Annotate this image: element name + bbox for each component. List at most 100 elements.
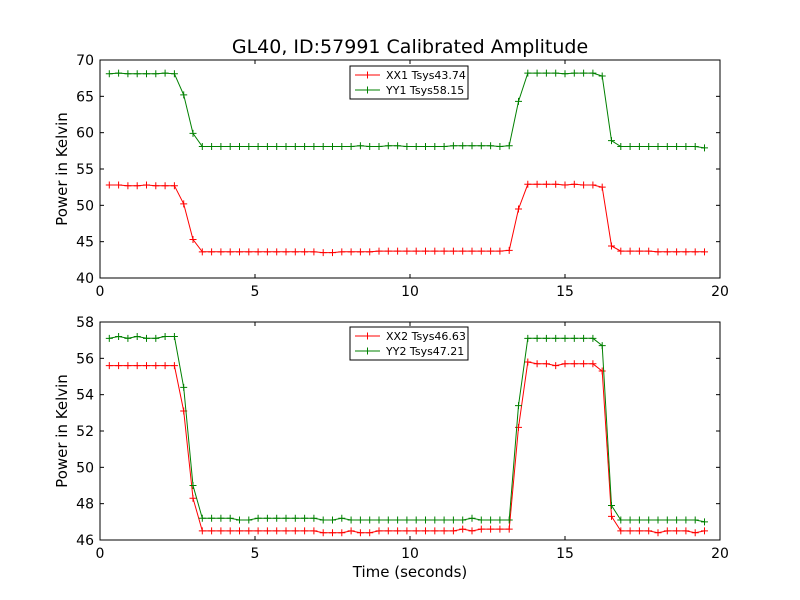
data-point bbox=[542, 180, 550, 188]
data-point bbox=[282, 527, 290, 535]
data-point bbox=[515, 402, 522, 410]
data-point bbox=[570, 180, 578, 188]
x-axis-label: Time (seconds) bbox=[352, 563, 468, 581]
y-tick-label: 65 bbox=[76, 89, 94, 105]
data-point bbox=[422, 527, 429, 535]
legend-entry: YY2 Tsys47.21 bbox=[385, 345, 464, 358]
data-point bbox=[217, 514, 225, 522]
data-point bbox=[366, 248, 374, 256]
data-point bbox=[598, 342, 606, 350]
data-point bbox=[645, 516, 653, 524]
data-point bbox=[208, 527, 216, 535]
data-point bbox=[617, 247, 625, 255]
data-point bbox=[143, 362, 150, 370]
data-point bbox=[124, 70, 132, 78]
data-point bbox=[384, 247, 392, 255]
data-point bbox=[589, 360, 597, 368]
data-point bbox=[515, 205, 522, 213]
data-point bbox=[515, 423, 522, 431]
data-point bbox=[449, 516, 457, 524]
data-point bbox=[608, 501, 615, 509]
data-point bbox=[542, 360, 550, 368]
data-point bbox=[124, 334, 132, 342]
data-point bbox=[701, 144, 708, 152]
data-point bbox=[226, 527, 234, 535]
data-point bbox=[533, 180, 541, 188]
data-point bbox=[273, 142, 281, 150]
data-point bbox=[124, 182, 132, 190]
data-point bbox=[635, 142, 643, 150]
data-point bbox=[301, 527, 309, 535]
data-point bbox=[245, 142, 253, 150]
data-point bbox=[412, 527, 420, 535]
data-point bbox=[115, 362, 123, 370]
data-point bbox=[226, 248, 234, 256]
x-tick-label: 15 bbox=[556, 284, 574, 300]
data-point bbox=[180, 383, 188, 391]
data-point bbox=[236, 248, 243, 256]
data-point bbox=[301, 248, 309, 256]
data-point bbox=[180, 200, 188, 208]
data-point bbox=[198, 142, 206, 150]
data-point bbox=[236, 516, 243, 524]
data-point bbox=[459, 247, 467, 255]
data-point bbox=[282, 142, 290, 150]
x-tick-label: 10 bbox=[401, 284, 419, 300]
x-tick-label: 0 bbox=[96, 546, 105, 562]
data-point bbox=[552, 334, 560, 342]
data-point bbox=[384, 527, 392, 535]
data-point bbox=[208, 142, 216, 150]
data-point bbox=[477, 247, 485, 255]
data-point bbox=[533, 360, 541, 368]
data-point bbox=[515, 97, 522, 105]
data-point bbox=[347, 248, 355, 256]
data-point bbox=[329, 142, 336, 150]
data-point bbox=[598, 367, 606, 375]
data-point bbox=[691, 142, 699, 150]
data-point bbox=[301, 514, 309, 522]
data-point bbox=[217, 142, 225, 150]
data-point bbox=[189, 129, 197, 137]
data-point bbox=[496, 142, 504, 150]
data-point bbox=[682, 142, 690, 150]
data-point bbox=[570, 69, 578, 77]
y-tick-label: 54 bbox=[76, 388, 94, 404]
data-point bbox=[254, 142, 262, 150]
data-point bbox=[561, 360, 569, 368]
series-line-0-0 bbox=[109, 183, 705, 254]
data-point bbox=[608, 242, 615, 250]
data-point bbox=[105, 362, 113, 370]
data-point bbox=[626, 142, 634, 150]
data-point bbox=[552, 362, 560, 370]
data-point bbox=[347, 516, 355, 524]
legend-entry: YY1 Tsys58.15 bbox=[385, 84, 464, 97]
data-point bbox=[375, 516, 383, 524]
legend-entry: XX1 Tsys43.74 bbox=[386, 69, 466, 82]
data-point bbox=[403, 142, 411, 150]
data-point bbox=[701, 248, 708, 256]
data-point bbox=[412, 516, 420, 524]
data-point bbox=[635, 247, 643, 255]
data-point bbox=[263, 248, 271, 256]
data-point bbox=[635, 516, 643, 524]
data-point bbox=[226, 514, 234, 522]
data-point bbox=[487, 247, 495, 255]
data-point bbox=[189, 482, 197, 489]
data-point bbox=[431, 142, 439, 150]
data-point bbox=[273, 248, 281, 256]
y-axis-label: Power in Kelvin bbox=[53, 374, 71, 488]
y-tick-label: 48 bbox=[76, 497, 94, 513]
data-point bbox=[198, 248, 206, 256]
data-point bbox=[347, 142, 355, 150]
data-point bbox=[152, 182, 160, 190]
data-point bbox=[291, 514, 299, 522]
data-point bbox=[170, 362, 178, 370]
data-point bbox=[366, 516, 374, 524]
data-point bbox=[645, 142, 653, 150]
data-point bbox=[505, 246, 513, 254]
x-tick-label: 10 bbox=[401, 546, 419, 562]
data-point bbox=[319, 142, 327, 150]
data-point bbox=[552, 180, 560, 188]
data-point bbox=[580, 360, 588, 368]
x-tick-label: 0 bbox=[96, 284, 105, 300]
